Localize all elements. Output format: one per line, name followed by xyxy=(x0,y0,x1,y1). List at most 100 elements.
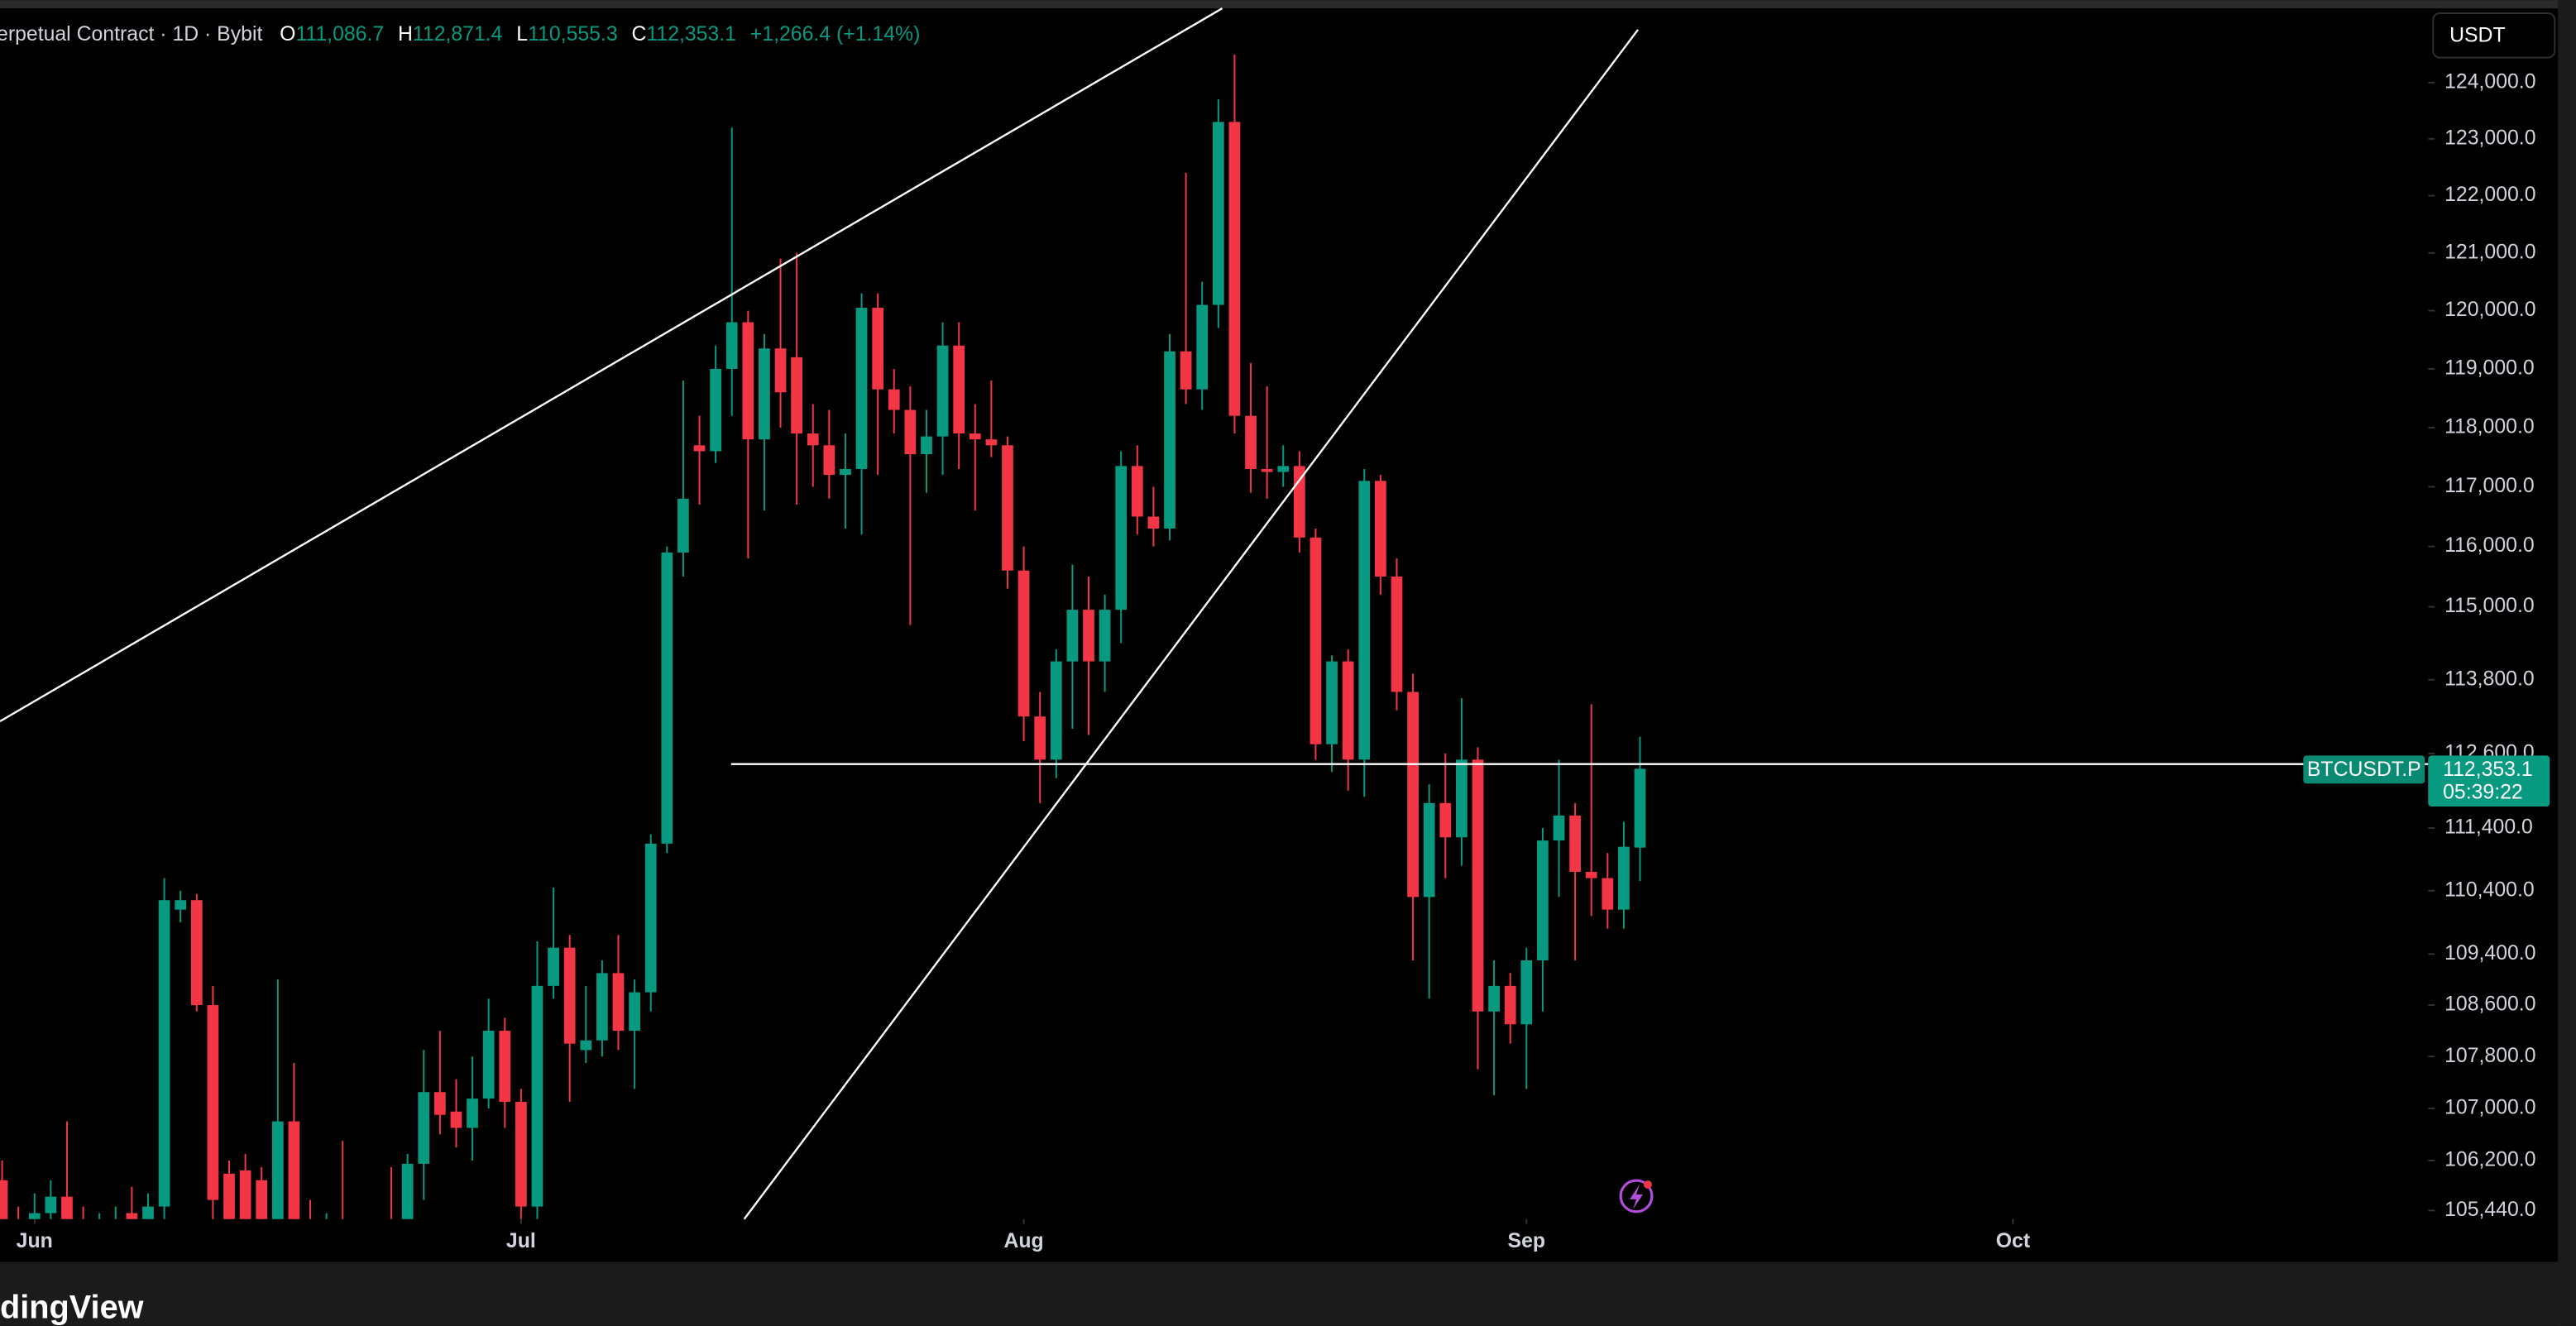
close-label: C xyxy=(632,22,647,45)
candle-body xyxy=(467,1099,478,1128)
candle-body xyxy=(1196,304,1209,390)
candle-body xyxy=(482,1031,495,1099)
candle-body xyxy=(1034,716,1046,760)
lightning-icon[interactable] xyxy=(1619,1179,1654,1214)
candle-body xyxy=(693,445,706,452)
candle-body xyxy=(1310,537,1322,744)
candle-body xyxy=(1391,577,1403,692)
candle-body xyxy=(1180,351,1192,390)
candle-body xyxy=(28,1213,41,1219)
candle-body xyxy=(710,368,721,452)
candle-body xyxy=(612,973,625,1032)
candle-body xyxy=(1261,468,1273,472)
candle-body xyxy=(1488,985,1500,1012)
candle-body xyxy=(45,1196,57,1214)
candle-body xyxy=(61,1196,73,1219)
candle-body xyxy=(888,389,900,410)
candle-body xyxy=(433,1092,446,1115)
last-price-tag xyxy=(2428,755,2550,807)
high-value: 112,871.4 xyxy=(413,22,503,45)
button-frame[interactable] xyxy=(2432,12,2556,59)
icon-ring[interactable] xyxy=(1619,1179,1654,1214)
candle-body xyxy=(450,1111,462,1128)
symbol-title: erpetual Contract · 1D · Bybit xyxy=(0,22,262,45)
x-tick-label: Sep xyxy=(1508,1230,1546,1252)
candle-body xyxy=(1083,610,1094,662)
right-strip xyxy=(2558,0,2576,1326)
candle-body xyxy=(0,1180,8,1219)
top-strip xyxy=(0,0,2576,9)
brand: dingView xyxy=(0,1289,144,1325)
open-label: O xyxy=(280,22,295,45)
y-tick-label: 120,000.0 xyxy=(2444,299,2535,321)
candle-body xyxy=(499,1031,511,1103)
x-tick-label: Jun xyxy=(17,1230,53,1252)
candle-body xyxy=(953,345,965,434)
header: erpetual Contract · 1D · Bybit O111,086.… xyxy=(0,22,920,45)
y-tick-label: 124,000.0 xyxy=(2444,70,2535,93)
candle-body xyxy=(1553,815,1565,841)
candle-body xyxy=(1358,481,1371,760)
high-label: H xyxy=(398,22,413,45)
candle-body xyxy=(759,348,770,440)
candle-body xyxy=(661,552,673,844)
candle-body xyxy=(1634,768,1646,848)
x-tick-label: Oct xyxy=(1996,1230,2030,1252)
candle-body xyxy=(271,1121,284,1219)
button-label[interactable]: USDT xyxy=(2449,24,2506,46)
candle-body xyxy=(904,409,917,455)
x-tick-label: Jul xyxy=(506,1230,536,1252)
candle-body xyxy=(774,348,787,393)
candle-body xyxy=(1407,692,1419,898)
candle-body xyxy=(596,973,608,1041)
candle-body xyxy=(190,900,203,1006)
x-tick-label: Aug xyxy=(1003,1230,1043,1252)
candle-body xyxy=(1277,466,1290,472)
candle-body xyxy=(1050,661,1062,760)
candle-body xyxy=(1164,351,1175,529)
open-value: 111,086.7 xyxy=(295,22,384,45)
candle-body xyxy=(515,1102,527,1207)
countdown-label: 05:39:22 xyxy=(2443,782,2523,804)
candle-body xyxy=(1375,481,1386,577)
candle-body xyxy=(807,433,819,446)
candle-body xyxy=(1212,122,1224,305)
currency-button[interactable]: USDT xyxy=(2432,12,2556,59)
candle-body xyxy=(840,468,851,476)
icon-bolt[interactable] xyxy=(1630,1185,1643,1209)
candle-body xyxy=(1602,878,1614,910)
y-tick-label: 119,000.0 xyxy=(2444,357,2535,380)
y-tick-label: 121,000.0 xyxy=(2444,241,2535,263)
candle-body xyxy=(1618,846,1630,910)
y-tick-label: 109,400.0 xyxy=(2444,942,2535,965)
y-tick-label: 123,000.0 xyxy=(2444,127,2535,149)
candle-body xyxy=(985,439,998,446)
candle-body xyxy=(126,1213,138,1219)
y-tick-label: 122,000.0 xyxy=(2444,184,2535,206)
low-value: 110,555.3 xyxy=(528,22,618,45)
candle-body xyxy=(791,357,802,434)
candle-body xyxy=(1537,840,1549,961)
candle-body xyxy=(1131,466,1143,517)
low-label: L xyxy=(516,22,528,45)
symbol-tag-label: BTCUSDT.P xyxy=(2307,759,2421,781)
candle-body xyxy=(1017,570,1030,717)
symbol-tag xyxy=(2303,755,2425,784)
footer xyxy=(0,1261,2576,1326)
candle-body xyxy=(1585,871,1597,878)
drawings xyxy=(0,7,1639,1220)
candle-body xyxy=(936,345,949,437)
candle-body xyxy=(580,1040,592,1051)
candle-body xyxy=(1115,466,1128,610)
candle-body xyxy=(1456,759,1468,838)
y-tick-label: 110,400.0 xyxy=(2444,878,2535,901)
y-tick-label: 106,200.0 xyxy=(2444,1149,2535,1171)
candle-body xyxy=(921,436,932,455)
icon-dot[interactable] xyxy=(1643,1180,1652,1190)
candle-body xyxy=(1342,661,1354,760)
candle-body xyxy=(678,498,689,553)
trend-line xyxy=(743,29,1639,1220)
candle-body xyxy=(1228,122,1241,416)
candle-body xyxy=(142,1206,154,1219)
